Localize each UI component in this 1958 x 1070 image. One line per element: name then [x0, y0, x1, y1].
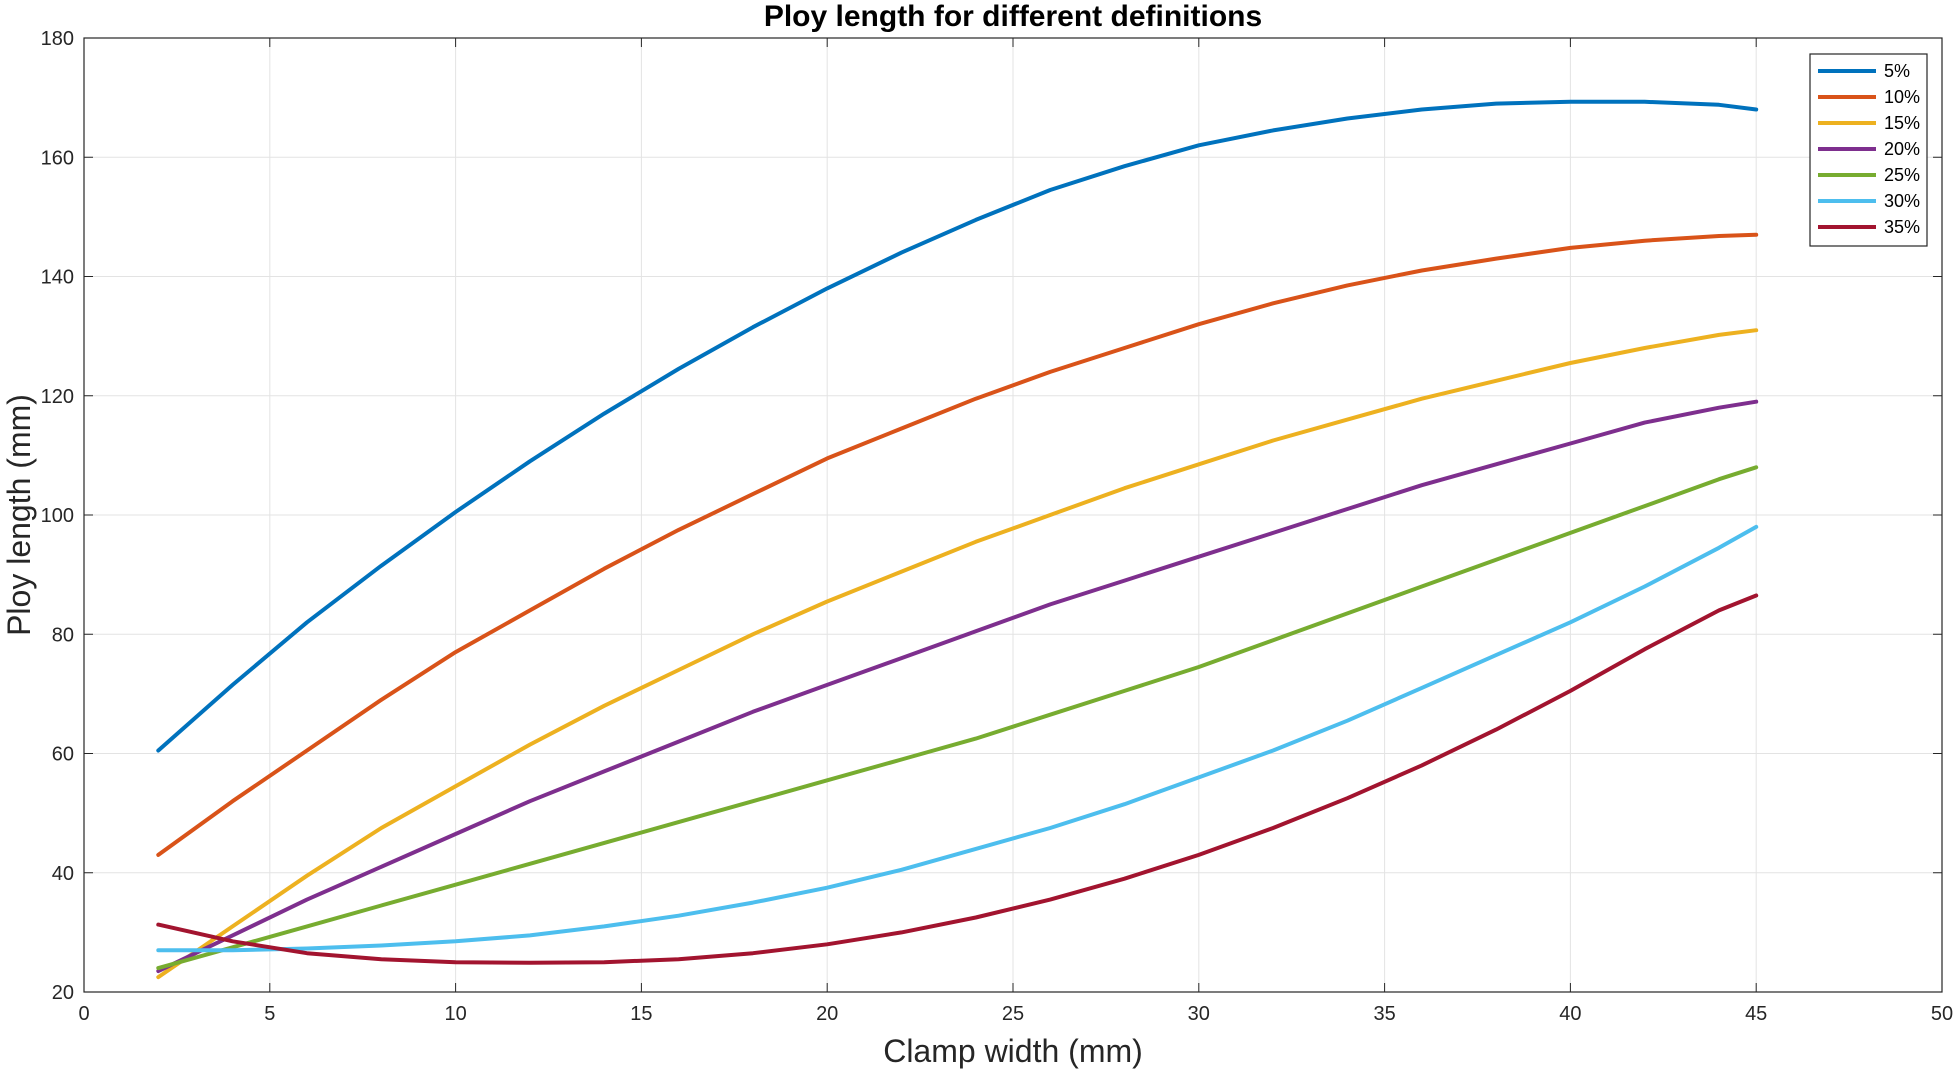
- y-tick-label: 40: [52, 863, 74, 885]
- legend-label: 5%: [1884, 61, 1910, 81]
- x-tick-label: 5: [264, 1003, 275, 1025]
- x-tick-label: 40: [1559, 1003, 1581, 1025]
- series-line-7: [156, 593, 1759, 965]
- series-line-5: [156, 465, 1759, 971]
- y-tick-label: 160: [41, 147, 74, 169]
- legend: 5% 10% 15% 20% 25% 30% 35%: [1809, 53, 1928, 247]
- x-tick-label: 45: [1745, 1003, 1767, 1025]
- series-line-4: [156, 399, 1759, 974]
- x-tick-label: 35: [1373, 1003, 1395, 1025]
- x-axis-label: Clamp width (mm): [883, 1033, 1143, 1069]
- y-tick-label: 140: [41, 267, 74, 289]
- y-axis-label: Ploy length (mm): [1, 394, 37, 636]
- y-tick-label: 80: [52, 624, 74, 646]
- series-line-6: [156, 524, 1759, 953]
- chart-title: Ploy length for different definitions: [764, 0, 1262, 33]
- x-tick-label: 30: [1188, 1003, 1210, 1025]
- legend-label: 15%: [1884, 113, 1920, 133]
- y-tick-label: 100: [41, 505, 74, 527]
- x-tick-label: 50: [1931, 1003, 1953, 1025]
- series-line-2: [156, 232, 1759, 857]
- legend-label: 25%: [1884, 165, 1920, 185]
- axis-ticks: 0 5 10 15 20 25 30 35 40 45 50 20 40 60 80 100 120 140 160…: [41, 28, 1954, 1025]
- series-line-1: [156, 99, 1759, 753]
- legend-label: 10%: [1884, 87, 1920, 107]
- x-tick-label: 25: [1002, 1003, 1024, 1025]
- y-tick-label: 60: [52, 744, 74, 766]
- y-tick-label: 120: [41, 386, 74, 408]
- legend-label: 35%: [1884, 217, 1920, 237]
- x-tick-label: 0: [78, 1003, 89, 1025]
- legend-label: 30%: [1884, 191, 1920, 211]
- grid: [83, 37, 1943, 993]
- x-tick-label: 15: [630, 1003, 652, 1025]
- x-tick-label: 10: [444, 1003, 466, 1025]
- legend-label: 20%: [1884, 139, 1920, 159]
- series-line-3: [156, 328, 1759, 980]
- y-tick-label: 20: [52, 982, 74, 1004]
- y-tick-label: 180: [41, 28, 74, 50]
- x-tick-label: 20: [816, 1003, 838, 1025]
- series-lines: [156, 99, 1759, 980]
